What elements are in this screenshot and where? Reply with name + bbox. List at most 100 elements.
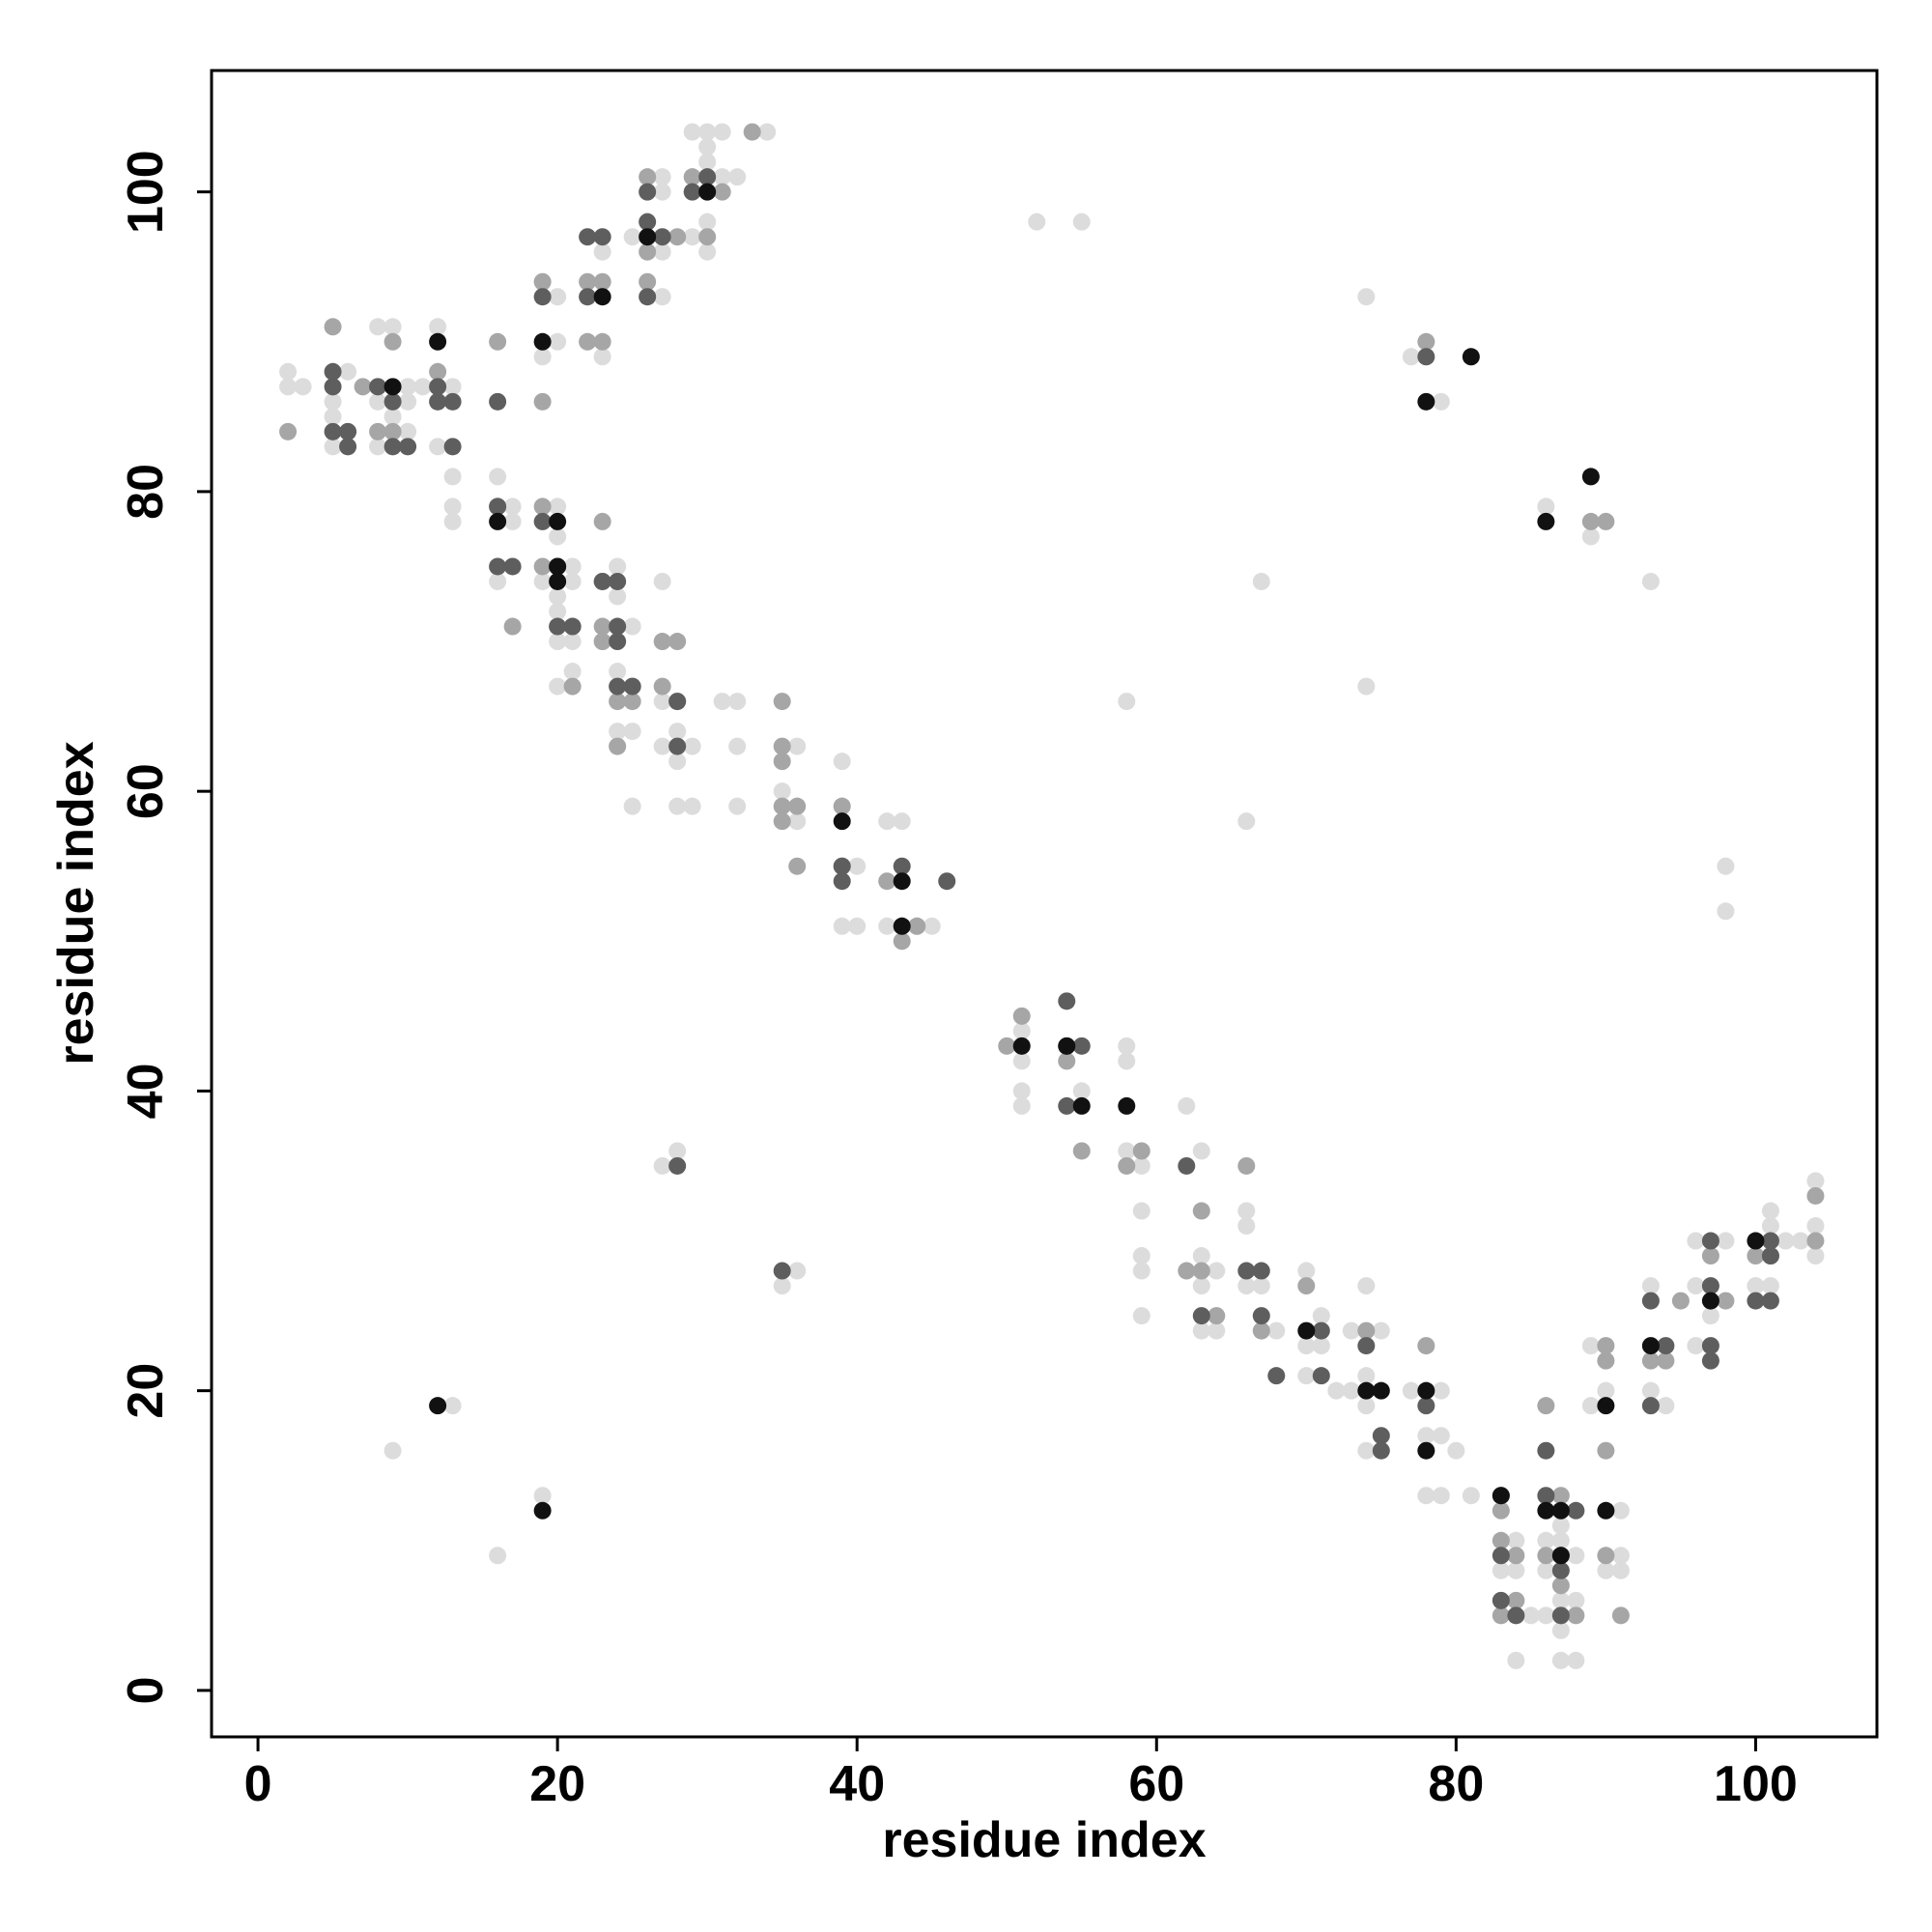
point (1327, 1381, 1346, 1400)
point (1551, 1501, 1570, 1520)
point (1761, 1292, 1779, 1310)
point (563, 633, 582, 651)
point (1641, 1277, 1660, 1295)
point (1701, 1351, 1719, 1370)
point (1402, 1381, 1420, 1400)
x-tick-label: 40 (829, 1756, 885, 1812)
point (698, 123, 717, 141)
point (1611, 1606, 1630, 1625)
point (489, 497, 507, 516)
point (384, 408, 402, 426)
point (1192, 1247, 1210, 1265)
point (1237, 1217, 1256, 1236)
y-tick-label: 20 (118, 1363, 174, 1419)
point (384, 318, 402, 336)
point (653, 693, 671, 711)
point (668, 737, 687, 755)
point (833, 917, 851, 935)
point (489, 512, 507, 530)
point (1357, 1381, 1376, 1400)
point (549, 512, 567, 530)
point (1462, 348, 1480, 366)
point (339, 362, 357, 381)
point (1447, 1441, 1465, 1460)
point (1297, 1367, 1316, 1385)
point (1058, 1037, 1076, 1055)
point (639, 183, 657, 201)
point (429, 318, 447, 336)
point (1551, 1517, 1570, 1535)
point (1567, 1547, 1585, 1565)
point (1551, 1621, 1570, 1639)
point (1192, 1202, 1210, 1220)
point (384, 378, 402, 396)
point (369, 438, 387, 456)
point (1611, 1501, 1630, 1520)
point (533, 1501, 552, 1520)
point (1776, 1232, 1795, 1250)
point (639, 168, 657, 186)
point (324, 378, 342, 396)
point (429, 1397, 447, 1415)
point (1252, 1321, 1270, 1340)
point (533, 332, 552, 351)
point (1597, 1547, 1615, 1565)
point (893, 917, 911, 935)
point (668, 1156, 687, 1175)
point (1597, 1561, 1615, 1579)
point (1132, 1247, 1151, 1265)
point (1701, 1232, 1719, 1250)
point (1132, 1142, 1151, 1160)
point (609, 587, 627, 606)
point (593, 272, 611, 291)
point (1297, 1337, 1316, 1355)
point (728, 693, 747, 711)
point (354, 378, 372, 396)
point (1567, 1591, 1585, 1609)
point (1761, 1232, 1779, 1250)
point (653, 677, 671, 696)
point (1357, 1321, 1376, 1340)
point (533, 512, 552, 530)
point (1551, 1577, 1570, 1595)
point (1072, 1142, 1091, 1160)
point (1597, 512, 1615, 530)
point (579, 228, 597, 246)
point (609, 617, 627, 636)
point (533, 497, 552, 516)
point (668, 693, 687, 711)
point (728, 168, 747, 186)
point (549, 572, 567, 590)
point (1372, 1321, 1390, 1340)
point (1581, 512, 1600, 530)
point (489, 332, 507, 351)
point (1701, 1292, 1719, 1310)
point (848, 917, 867, 935)
point (369, 378, 387, 396)
point (443, 497, 462, 516)
point (1537, 1397, 1555, 1415)
point (1687, 1277, 1705, 1295)
point (1417, 1427, 1435, 1445)
point (923, 917, 941, 935)
x-tick-label: 80 (1428, 1756, 1484, 1812)
point (698, 242, 717, 261)
point (1058, 992, 1076, 1010)
y-tick-label: 100 (118, 150, 174, 234)
point (1417, 332, 1435, 351)
point (1597, 1337, 1615, 1355)
point (1747, 1247, 1765, 1265)
point (1657, 1337, 1675, 1355)
point (279, 378, 298, 396)
point (893, 932, 911, 951)
point (1597, 1501, 1615, 1520)
point (878, 812, 896, 831)
point (1687, 1337, 1705, 1355)
point (1747, 1232, 1765, 1250)
point (399, 438, 417, 456)
point (279, 422, 298, 440)
point (1118, 1096, 1136, 1115)
point (593, 348, 611, 366)
point (609, 557, 627, 576)
